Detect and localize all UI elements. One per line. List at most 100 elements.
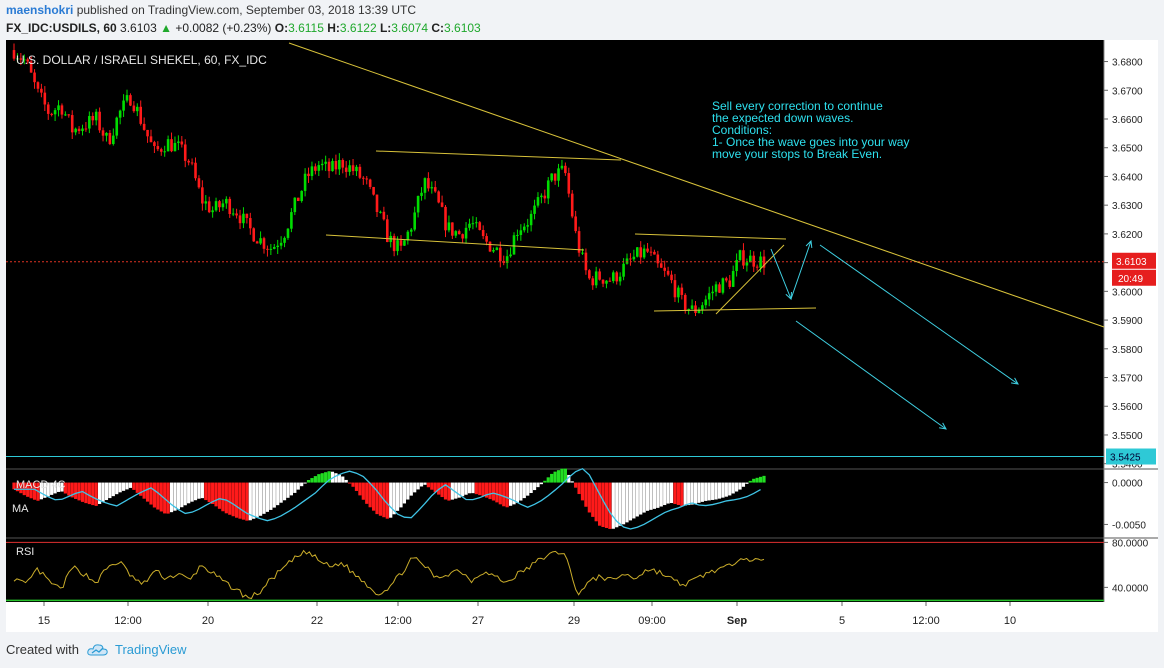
macd-histogram-bar	[149, 482, 153, 505]
candle-body	[728, 280, 732, 287]
author-link[interactable]: maenshokri	[6, 3, 74, 17]
macd-histogram-bar	[46, 482, 50, 497]
candle-body	[327, 161, 331, 172]
macd-histogram-bar	[687, 482, 691, 506]
candle-body	[317, 165, 321, 171]
macd-histogram-bar	[639, 482, 643, 515]
macd-histogram-bar	[166, 482, 170, 514]
created-with-label: Created with	[6, 642, 79, 657]
macd-histogram-bar	[587, 482, 591, 513]
candle-body	[344, 167, 348, 172]
macd-histogram-bar	[197, 482, 201, 499]
candle-body	[406, 231, 410, 241]
candle-body	[564, 165, 567, 174]
candle-body	[392, 235, 396, 252]
macd-histogram-bar	[176, 482, 180, 510]
candle-body	[670, 274, 673, 281]
macd-histogram-bar	[711, 482, 715, 500]
candle-body	[601, 279, 605, 284]
close-label: C:	[431, 21, 445, 35]
macd-histogram-bar	[580, 482, 585, 501]
macd-histogram-bar	[330, 471, 335, 483]
macd-histogram-bar	[183, 482, 187, 506]
candle-body	[153, 142, 156, 147]
macd-histogram-bar	[697, 482, 701, 503]
macd-histogram-bar	[423, 482, 427, 485]
macd-histogram-bar	[519, 482, 523, 501]
macd-histogram-bar	[574, 482, 578, 488]
macd-histogram-bar	[324, 472, 328, 483]
macd-histogram-bar	[255, 482, 259, 518]
macd-histogram-bar	[488, 482, 492, 500]
macd-histogram-bar	[282, 482, 287, 501]
candle-body	[475, 222, 478, 224]
candle-body	[495, 247, 499, 251]
macd-histogram-bar	[128, 482, 133, 488]
candle-body	[40, 88, 43, 93]
macd-histogram-bar	[567, 474, 571, 483]
candle-body	[416, 195, 420, 213]
macd-histogram-bar	[94, 482, 98, 506]
chart-svg[interactable]: 3.6800 3.6700 3.6600 3.6500 3.6400 3.6300 3.62…	[6, 40, 1158, 632]
macd-histogram-bar	[306, 480, 311, 483]
macd-histogram-bar	[32, 482, 37, 500]
macd-histogram-bar	[741, 482, 746, 487]
macd-histogram-bar	[67, 482, 71, 496]
macd-histogram-bar	[204, 482, 208, 501]
candle-body	[64, 114, 67, 116]
candle-body	[632, 256, 636, 260]
candle-body	[625, 258, 629, 264]
macd-histogram-bar	[560, 468, 564, 483]
candle-body	[50, 113, 53, 115]
publish-info: maenshokri published on TradingView.com,…	[6, 3, 416, 17]
candle-body	[362, 177, 365, 179]
macd-histogram-bar	[598, 482, 602, 526]
macd-histogram-bar	[457, 482, 461, 498]
macd-histogram-bar	[526, 482, 530, 496]
candle-body	[272, 247, 276, 249]
candle-body	[74, 128, 77, 133]
macd-histogram-bar	[211, 482, 215, 505]
macd-histogram-bar	[389, 482, 393, 518]
macd-histogram-bar	[395, 482, 400, 511]
trend-line	[325, 234, 585, 251]
candle-body	[622, 263, 625, 277]
candle-body	[379, 211, 382, 213]
last-price-label: 3.6103	[1116, 257, 1147, 268]
price-tick-label: 3.6600	[1112, 115, 1143, 126]
annotation-text: the expected down waves.	[712, 111, 853, 125]
macd-histogram-bar	[317, 474, 321, 483]
open-value: 3.6115	[288, 21, 324, 35]
candle-body	[509, 254, 512, 257]
candle-body	[451, 222, 454, 236]
candle-body	[204, 201, 208, 204]
time-tick-label: 12:00	[114, 615, 142, 627]
time-tick-label: 5	[839, 615, 845, 627]
candle-body	[755, 266, 759, 268]
candle-body	[262, 238, 266, 249]
rsi-label: RSI	[16, 546, 34, 558]
macd-histogram-bar	[406, 482, 410, 500]
trend-line	[715, 244, 785, 315]
candle-body	[88, 116, 91, 129]
macd-histogram-bar	[735, 482, 739, 492]
change-value: +0.0082 (+0.23%)	[175, 21, 272, 35]
candle-body	[468, 223, 471, 228]
candle-body	[57, 105, 60, 111]
macd-histogram-bar	[334, 473, 338, 483]
annotation-text: Sell every correction to continue	[712, 99, 883, 113]
macd-histogram-bar	[279, 482, 283, 503]
macd-histogram-bar	[187, 482, 191, 504]
macd-histogram-bar	[502, 482, 506, 507]
candle-body	[53, 110, 57, 115]
candle-body	[221, 203, 225, 208]
candle-body	[731, 271, 735, 287]
candle-body	[499, 247, 502, 262]
candle-body	[557, 168, 560, 181]
tradingview-brand[interactable]: TradingView	[87, 642, 187, 657]
macd-histogram-bar	[601, 482, 605, 527]
arrow-head-icon	[1011, 377, 1019, 385]
candle-body	[659, 263, 663, 268]
candle-body	[584, 252, 588, 271]
macd-histogram-bar	[300, 482, 304, 487]
